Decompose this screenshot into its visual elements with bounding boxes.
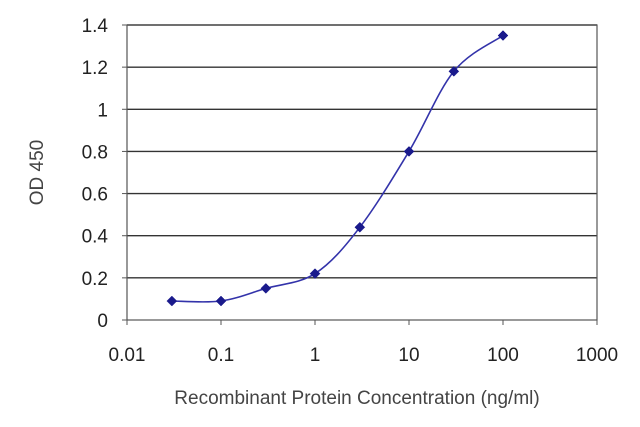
y-tick-label: 0.8 xyxy=(82,142,108,163)
data-series xyxy=(166,30,509,307)
data-point xyxy=(448,66,460,77)
data-point xyxy=(309,268,321,279)
data-point xyxy=(354,221,366,233)
x-tick-label: 10 xyxy=(398,345,419,366)
y-tick-label: 1 xyxy=(97,100,108,121)
y-tick-label: 0.2 xyxy=(82,269,108,290)
x-tick-label: 1000 xyxy=(576,345,618,366)
y-tick-label: 1.2 xyxy=(82,58,108,79)
x-axis-title: Recombinant Protein Concentration (ng/ml… xyxy=(174,388,539,409)
plot-frame xyxy=(126,24,598,321)
x-tick-label: 0.01 xyxy=(109,345,146,366)
data-point xyxy=(166,295,178,307)
grid-lines xyxy=(127,24,597,279)
x-tick-label: 1 xyxy=(310,345,321,366)
data-point xyxy=(260,283,272,294)
x-tick-label: 100 xyxy=(487,345,519,366)
x-axis: 0.01 0.1 1 10 100 1000 xyxy=(109,320,618,366)
x-tick-label: 0.1 xyxy=(208,345,234,366)
y-axis-title: OD 450 xyxy=(27,140,48,205)
y-tick-label: 1.4 xyxy=(82,16,109,37)
y-tick-label: 0.4 xyxy=(82,227,109,248)
data-point xyxy=(497,30,509,41)
data-point xyxy=(403,146,415,157)
y-axis: 0 0.2 0.4 0.6 0.8 1 1.2 1.4 xyxy=(82,16,127,332)
y-tick-label: 0.6 xyxy=(82,185,108,206)
y-tick-label: 0 xyxy=(97,311,108,332)
series-line xyxy=(171,34,504,303)
data-point xyxy=(215,295,227,307)
